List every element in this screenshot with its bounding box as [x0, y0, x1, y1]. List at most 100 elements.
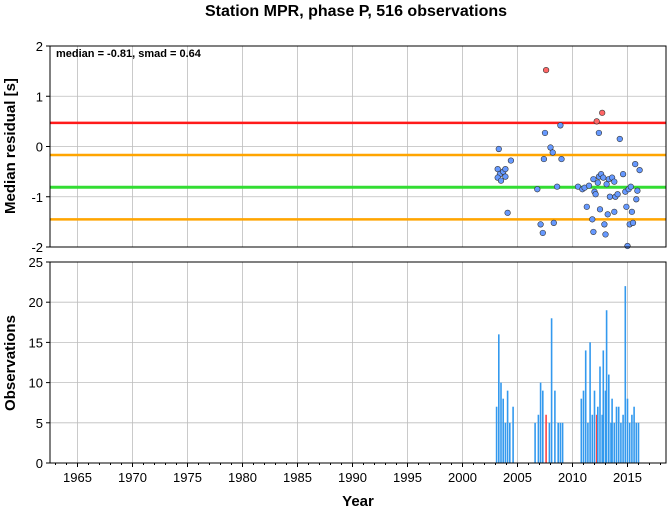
observation-bar [557, 422, 559, 463]
observation-bar [593, 390, 596, 463]
observation-bar [626, 398, 629, 463]
observations-y-ticks: 0 5 10 15 20 25 [29, 255, 50, 471]
residual-point [627, 183, 634, 190]
residual-point [628, 208, 636, 215]
observation-bar [637, 422, 640, 463]
residual-point [504, 209, 511, 216]
residual-point [596, 206, 604, 213]
residual-point [616, 135, 623, 143]
residual-point [558, 155, 565, 163]
outlier-point [542, 67, 550, 74]
residual-point [590, 176, 597, 183]
residual-points [494, 67, 643, 250]
observation-bar [498, 334, 500, 463]
residual-point [547, 144, 554, 151]
residual-point [623, 203, 630, 210]
x-tick-label: 1970 [118, 470, 147, 485]
observation-bar [620, 422, 622, 463]
outlier-point [599, 109, 606, 116]
y-tick-label: 20 [29, 295, 43, 310]
observation-bar [582, 390, 585, 463]
residual-point [540, 155, 548, 163]
residual-point [611, 208, 618, 215]
observation-bar [548, 422, 551, 463]
observations-plot-frame [49, 261, 667, 464]
residual-point [541, 129, 549, 137]
residual-point [502, 166, 509, 173]
residual-y-axis-label: Median residual [s] [2, 78, 19, 214]
observations-panel: 0 5 10 15 20 25 1965 1970 1975 1980 1985 1990 1995 2… [2, 255, 667, 510]
residual-point [495, 145, 502, 153]
residual-point [602, 231, 609, 238]
observation-bar [542, 390, 544, 463]
residual-point [549, 149, 556, 156]
residual-point [594, 179, 601, 186]
observation-bar [537, 414, 540, 463]
x-tick-label: 1990 [338, 470, 367, 485]
residual-point [604, 211, 611, 218]
observation-bar [611, 398, 613, 463]
residual-point [589, 216, 596, 223]
residual-point [592, 191, 599, 198]
residual-point [614, 191, 621, 198]
x-tick-label: 2005 [503, 470, 532, 485]
x-tick-label: 1995 [393, 470, 422, 485]
residual-y-ticks: -2 -1 0 1 2 [31, 39, 50, 255]
y-tick-label: 1 [36, 89, 43, 104]
observation-bar [599, 366, 601, 463]
residual-point [600, 174, 607, 181]
residual-point [583, 203, 590, 210]
observation-bar [539, 382, 542, 463]
observation-bar [604, 390, 607, 463]
residual-point [494, 166, 501, 173]
observation-bar [554, 390, 556, 463]
residual-point [590, 228, 597, 236]
observation-bar [500, 382, 502, 463]
observation-bar [502, 398, 504, 463]
observation-bar [602, 350, 605, 463]
observation-bar [635, 422, 638, 463]
residual-point [601, 221, 608, 228]
observation-bar [559, 422, 562, 463]
year-axis-label: Year [342, 493, 374, 510]
observation-bar [509, 422, 511, 463]
y-tick-label: 10 [29, 376, 43, 391]
residual-point [634, 187, 641, 194]
observation-bar [545, 414, 547, 463]
residual-point [537, 221, 544, 228]
residual-point [595, 129, 603, 137]
residual-point [606, 193, 614, 200]
observation-bar [506, 390, 509, 463]
stats-annotation: median = -0.81, smad = 0.64 [56, 48, 202, 60]
observation-bars [495, 286, 640, 463]
residual-point [624, 242, 631, 250]
y-tick-label: 2 [36, 39, 43, 54]
observation-bar [597, 406, 599, 463]
observation-bar [601, 414, 603, 463]
residual-point [636, 167, 643, 174]
observation-bar [622, 414, 624, 463]
observation-bar [613, 422, 616, 463]
residual-point [507, 157, 515, 164]
x-tick-label: 2000 [448, 470, 477, 485]
residual-point [557, 122, 564, 129]
reference-lines [50, 121, 666, 221]
year-x-ticks: 1965 1970 1975 1980 1985 1990 1995 2000 2005 2010… [55, 463, 661, 485]
y-tick-label: 5 [36, 416, 43, 431]
residual-panel: -2 -1 0 1 2 median = -0.81, smad = 0.64 Medi… [2, 39, 667, 255]
observation-bar [610, 422, 612, 463]
y-tick-label: 0 [36, 140, 43, 155]
x-tick-label: 2010 [558, 470, 587, 485]
residual-point [553, 183, 561, 190]
residual-point [534, 186, 541, 193]
observation-bar [628, 422, 631, 463]
y-tick-label: -2 [31, 240, 43, 255]
y-tick-label: 15 [29, 335, 43, 350]
observation-bar [617, 406, 620, 463]
chart-title: Station MPR, phase P, 516 observations [205, 3, 507, 20]
residual-point [585, 182, 593, 189]
x-tick-label: 1985 [283, 470, 312, 485]
observation-bar [587, 422, 589, 463]
outlier-point [593, 118, 600, 125]
